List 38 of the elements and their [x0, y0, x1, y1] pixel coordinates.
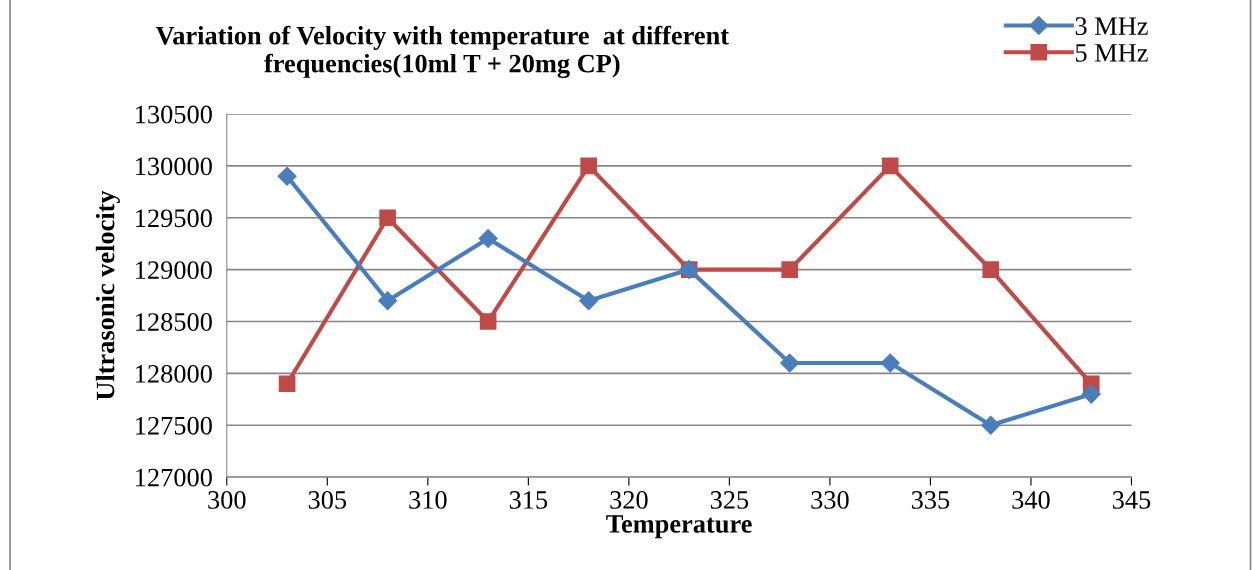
y-tick-label: 128500: [136, 313, 212, 331]
x-axis-title: Temperature: [606, 515, 752, 539]
y-axis-title: Ultrasonic velocity: [95, 190, 120, 401]
point: [880, 353, 900, 373]
y-tick-label: 130000: [136, 157, 212, 176]
legend-label: 3 MHz: [1075, 17, 1148, 35]
point: [278, 375, 296, 393]
x-tick-label: 340: [1012, 491, 1050, 509]
point: [781, 261, 799, 278]
x-tick-label: 315: [509, 491, 548, 509]
y-tick-label: 127000: [136, 468, 212, 487]
legend-label: 5 MHz: [1075, 44, 1148, 62]
point: [478, 228, 498, 249]
point: [580, 157, 597, 175]
x-tick-label: 300: [208, 491, 246, 509]
x-tick-label: 305: [308, 491, 347, 509]
x-tick-label: 310: [409, 491, 447, 509]
point: [982, 261, 1000, 278]
point: [780, 353, 800, 373]
y-tick-label: 128000: [136, 364, 212, 383]
point: [479, 313, 497, 330]
point: [881, 157, 899, 175]
x-tick-label: 335: [911, 491, 950, 509]
point: [579, 291, 599, 311]
point: [277, 166, 297, 186]
chart-title: Variation of Velocity with temperature at different frequencies(10ml T + 20mg CP): [155, 25, 729, 79]
x-tick-label: 345: [1112, 491, 1151, 509]
x-tick-label: 320: [610, 491, 648, 509]
point: [1081, 384, 1101, 404]
point: [378, 291, 398, 311]
y-tick-label: 129000: [136, 261, 212, 280]
point: [379, 209, 396, 227]
y-tick-label: 130500: [136, 105, 212, 124]
point: [981, 415, 1001, 435]
x-tick-label: 330: [811, 491, 849, 509]
y-tick-label: 129500: [136, 209, 212, 228]
y-tick-label: 127500: [136, 416, 212, 435]
x-tick-label: 325: [710, 491, 749, 509]
